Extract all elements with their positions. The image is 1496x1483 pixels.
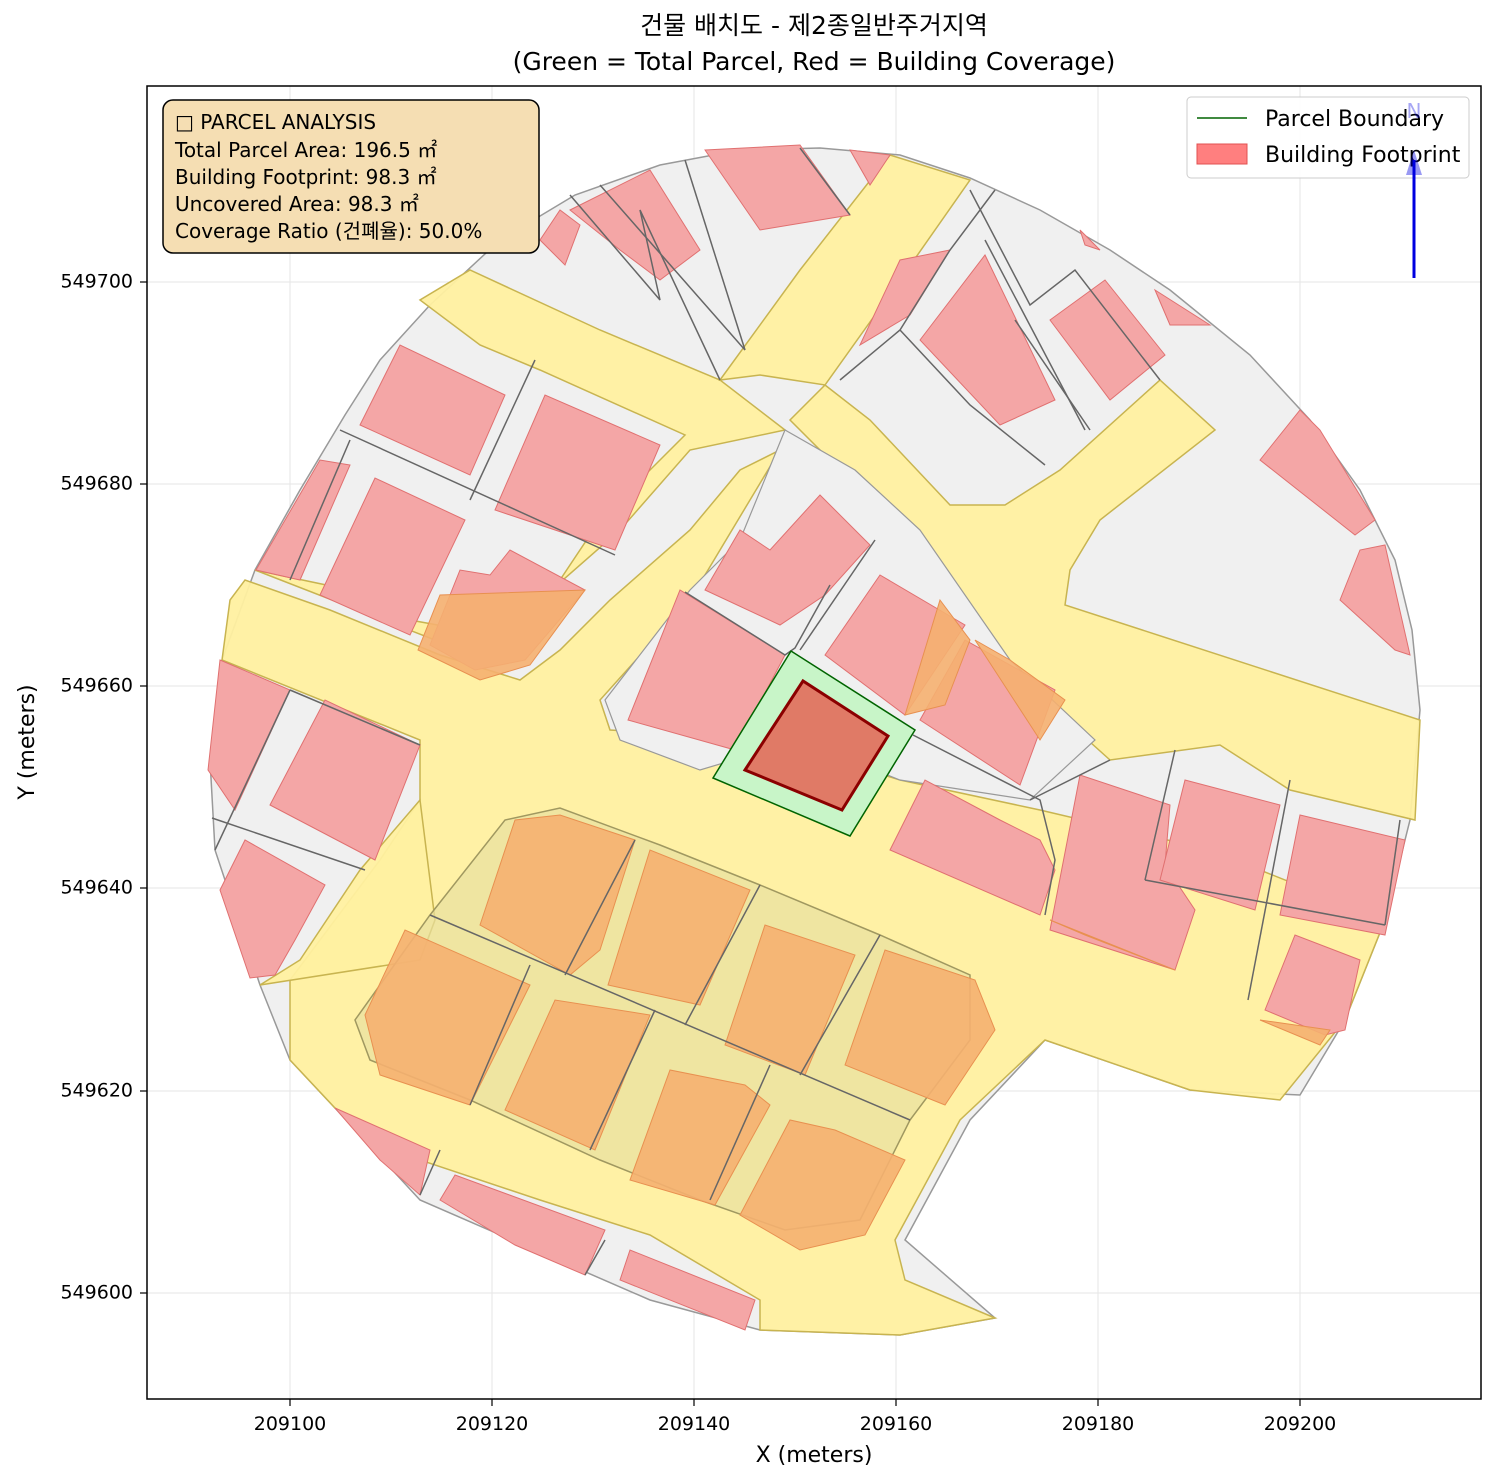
north-arrow-icon: N (1406, 99, 1422, 278)
x-axis-label: X (meters) (756, 1443, 873, 1468)
x-axis-ticks (289, 1399, 1301, 1406)
info-heading: □ PARCEL ANALYSIS (175, 110, 376, 134)
y-axis-label: Y (meters) (15, 684, 40, 800)
legend-building-label: Building Footprint (1265, 143, 1461, 168)
y-tick-label: 549680 (60, 473, 133, 495)
map-legend: Parcel Boundary Building Footprint (1186, 96, 1470, 179)
lot-lines (211, 147, 1401, 1276)
info-total-area: Total Parcel Area: 196.5 ㎡ (174, 138, 437, 162)
y-tick-label: 549600 (60, 1282, 133, 1304)
x-tick-label: 209160 (860, 1413, 933, 1435)
legend-building-swatch (1196, 143, 1248, 165)
info-uncovered: Uncovered Area: 98.3 ㎡ (175, 192, 419, 216)
neighbor-buildings (207, 144, 1411, 1331)
plot-frame (146, 85, 1482, 1400)
y-tick-label: 549660 (60, 675, 133, 697)
target-building[interactable] (742, 678, 891, 812)
y-tick-label: 549620 (60, 1080, 133, 1102)
info-footprint: Building Footprint: 98.3 ㎡ (175, 165, 437, 189)
parcel-analysis-box: □ PARCEL ANALYSIS Total Parcel Area: 196… (162, 99, 540, 254)
x-tick-label: 209200 (1264, 1413, 1337, 1435)
info-coverage-ratio: Coverage Ratio (건폐율): 50.0% (175, 219, 482, 243)
map-title: 건물 배치도 - 제2종일반주거지역 (640, 11, 988, 40)
map-subtitle: (Green = Total Parcel, Red = Building Co… (513, 47, 1116, 76)
y-axis-ticks (140, 281, 147, 1294)
x-tick-label: 209140 (658, 1413, 731, 1435)
north-label: N (1407, 99, 1422, 123)
x-tick-label: 209100 (254, 1413, 327, 1435)
y-tick-label: 549700 (60, 271, 133, 293)
x-tick-label: 209180 (1062, 1413, 1135, 1435)
legend-parcel-label: Parcel Boundary (1265, 107, 1444, 132)
x-tick-label: 209120 (456, 1413, 529, 1435)
y-tick-label: 549640 (60, 877, 133, 899)
